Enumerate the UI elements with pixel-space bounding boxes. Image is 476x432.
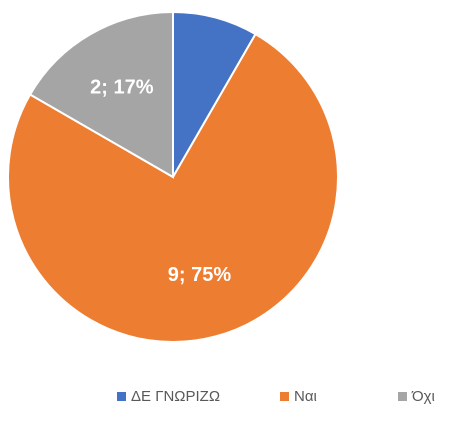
- legend-swatch: [398, 392, 407, 401]
- data-label: 2; 17%: [90, 77, 154, 99]
- pie-slice: [172, 10, 257, 181]
- legend-label: ΔΕ ΓΝΩΡΙΖΩ: [131, 388, 220, 405]
- pie-slice: [28, 10, 174, 179]
- pie-slice: [7, 32, 339, 343]
- legend-swatch: [280, 392, 289, 401]
- legend-label: Όχι: [411, 388, 435, 405]
- data-label: 9; 75%: [168, 264, 232, 286]
- legend-label: Ναι: [294, 388, 317, 405]
- legend-swatch: [117, 392, 126, 401]
